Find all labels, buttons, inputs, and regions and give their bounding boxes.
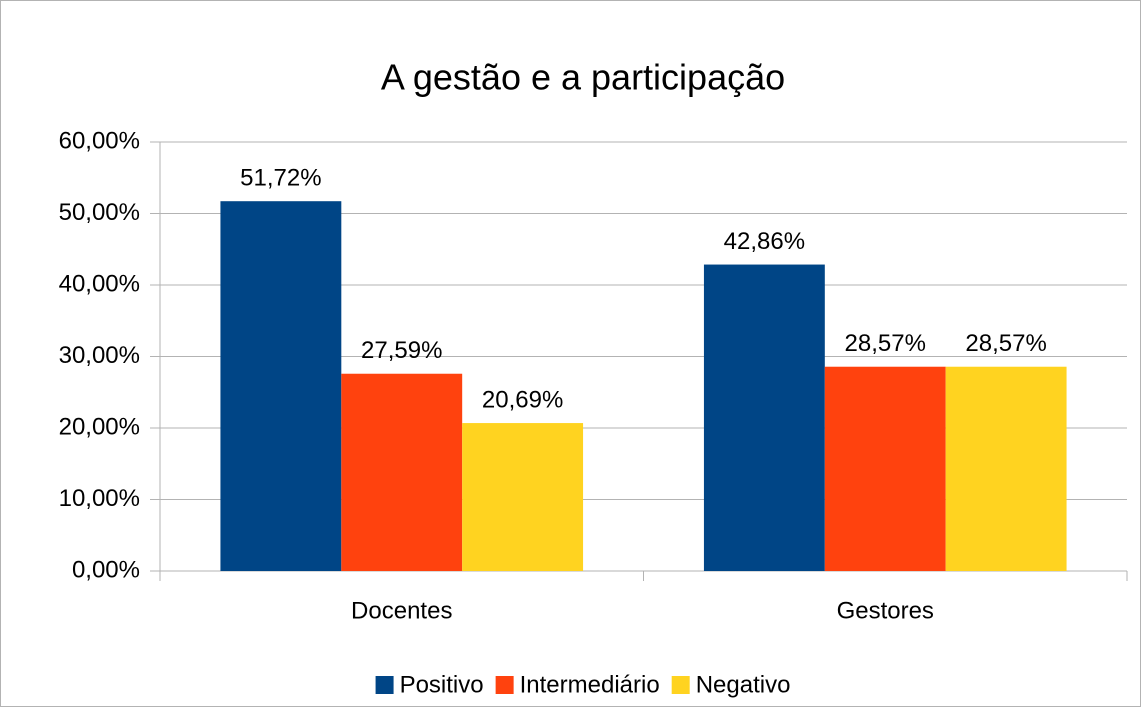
data-label: 27,59% [361,337,442,364]
y-tick-label: 30,00% [59,342,140,369]
data-label: 51,72% [240,165,321,192]
bar [703,264,825,571]
legend-swatch [375,676,394,694]
x-tick-label: Gestores [837,597,934,624]
y-tick-label: 50,00% [59,199,140,226]
data-label: 42,86% [724,228,805,255]
y-tick-label: 0,00% [72,556,140,583]
bar [220,201,342,571]
bar [462,423,584,571]
legend-label: Negativo [696,671,791,698]
legend-label: Positivo [400,671,484,698]
y-tick-label: 10,00% [59,485,140,512]
y-tick-label: 40,00% [59,270,140,297]
data-label: 28,57% [965,330,1046,357]
data-label: 20,69% [482,386,563,413]
bar [945,366,1067,571]
legend-swatch [495,676,514,694]
x-tick-label: Docentes [351,597,452,624]
legend-swatch [671,676,690,694]
y-tick-label: 20,00% [59,413,140,440]
chart-title: A gestão e a participação [381,57,785,98]
y-tick-label: 60,00% [59,127,140,154]
bar [341,373,463,571]
legend-label: Intermediário [520,671,660,698]
bar [824,366,946,571]
data-label: 28,57% [845,330,926,357]
